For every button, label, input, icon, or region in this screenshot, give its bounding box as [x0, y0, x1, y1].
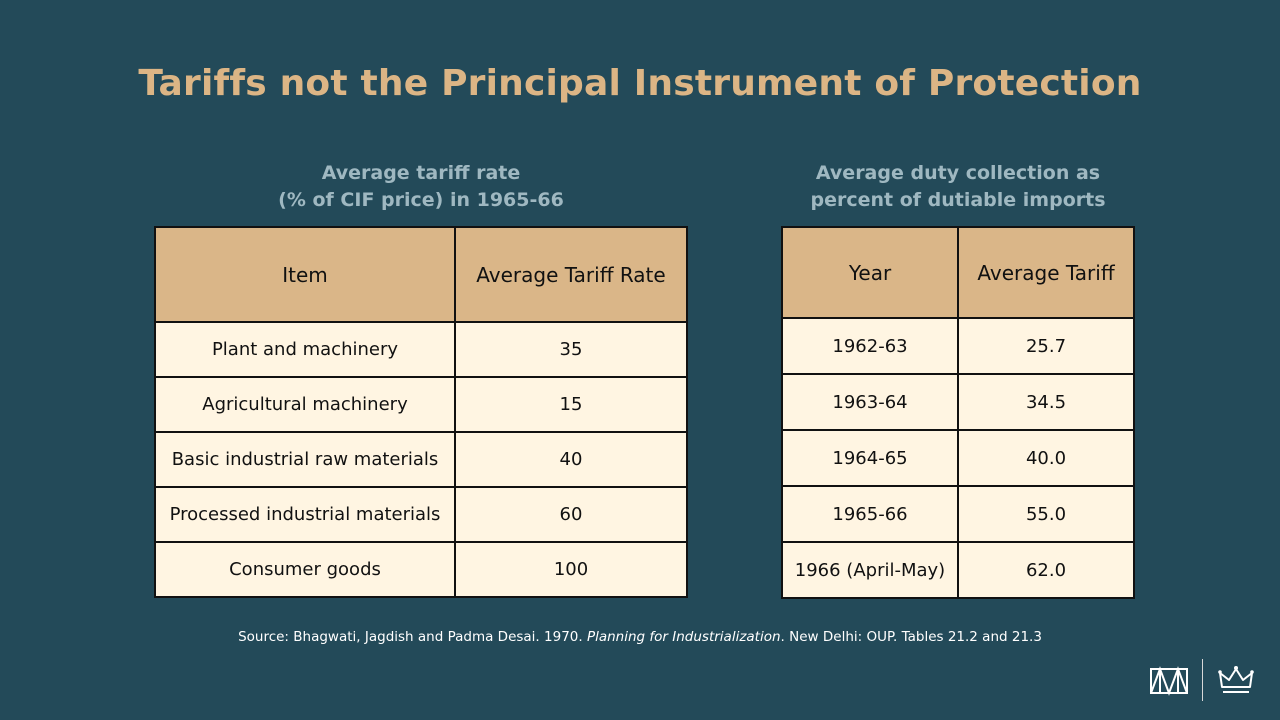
column-header-year: Year	[781, 226, 959, 319]
source-suffix: . New Delhi: OUP. Tables 21.2 and 21.3	[780, 629, 1042, 645]
rate-cell: 40	[454, 431, 688, 488]
year-cell: 1962-63	[781, 317, 959, 375]
left-table-caption: Average tariff rate (% of CIF price) in …	[154, 160, 688, 214]
rate-cell: 15	[454, 376, 688, 433]
right-caption-line-2: percent of dutiable imports	[810, 189, 1106, 211]
year-cell: 1965-66	[781, 485, 959, 543]
tariff-cell: 55.0	[957, 485, 1135, 543]
table-header-row: Year Average Tariff	[781, 226, 1135, 319]
item-cell: Basic industrial raw materials	[154, 431, 456, 488]
rate-cell: 35	[454, 321, 688, 378]
table-row: 1962-63 25.7	[781, 317, 1135, 375]
column-header-average-tariff-rate: Average Tariff Rate	[454, 226, 688, 323]
table-row: Consumer goods 100	[154, 541, 688, 598]
footer-logos	[1150, 657, 1260, 703]
column-header-item: Item	[154, 226, 456, 323]
slide-title: Tariffs not the Principal Instrument of …	[138, 63, 1142, 104]
table-row: Plant and machinery 35	[154, 321, 688, 378]
tariff-rate-table: Item Average Tariff Rate Plant and machi…	[154, 226, 688, 598]
left-caption-line-2: (% of CIF price) in 1965-66	[278, 189, 564, 211]
table-row: Basic industrial raw materials 40	[154, 431, 688, 488]
source-book-title: Planning for Industrialization	[586, 629, 781, 645]
item-cell: Plant and machinery	[154, 321, 456, 378]
table-row: 1965-66 55.0	[781, 485, 1135, 543]
source-citation: Source: Bhagwati, Jagdish and Padma Desa…	[0, 629, 1280, 645]
table-row: Agricultural machinery 15	[154, 376, 688, 433]
table-row: Processed industrial materials 60	[154, 486, 688, 543]
tariff-cell: 62.0	[957, 541, 1135, 599]
item-cell: Consumer goods	[154, 541, 456, 598]
logo-divider	[1202, 659, 1203, 701]
tariff-cell: 34.5	[957, 373, 1135, 431]
right-table-caption: Average duty collection as percent of du…	[781, 160, 1135, 214]
year-cell: 1964-65	[781, 429, 959, 487]
table-header-row: Item Average Tariff Rate	[154, 226, 688, 323]
right-caption-line-1: Average duty collection as	[815, 162, 1101, 184]
year-cell: 1963-64	[781, 373, 959, 431]
year-cell: 1966 (April-May)	[781, 541, 959, 599]
duty-collection-table: Year Average Tariff 1962-63 25.7 1963-64…	[781, 226, 1135, 599]
item-cell: Processed industrial materials	[154, 486, 456, 543]
source-prefix: Source: Bhagwati, Jagdish and Padma Desa…	[238, 629, 587, 645]
table-row: 1966 (April-May) 62.0	[781, 541, 1135, 599]
table-row: 1964-65 40.0	[781, 429, 1135, 487]
tariff-cell: 25.7	[957, 317, 1135, 375]
crown-icon	[1218, 666, 1254, 693]
column-header-average-tariff: Average Tariff	[957, 226, 1135, 319]
left-caption-line-1: Average tariff rate	[321, 162, 521, 184]
table-row: 1963-64 34.5	[781, 373, 1135, 431]
institution-monogram-icon	[1150, 666, 1188, 696]
rate-cell: 100	[454, 541, 688, 598]
item-cell: Agricultural machinery	[154, 376, 456, 433]
rate-cell: 60	[454, 486, 688, 543]
tariff-cell: 40.0	[957, 429, 1135, 487]
